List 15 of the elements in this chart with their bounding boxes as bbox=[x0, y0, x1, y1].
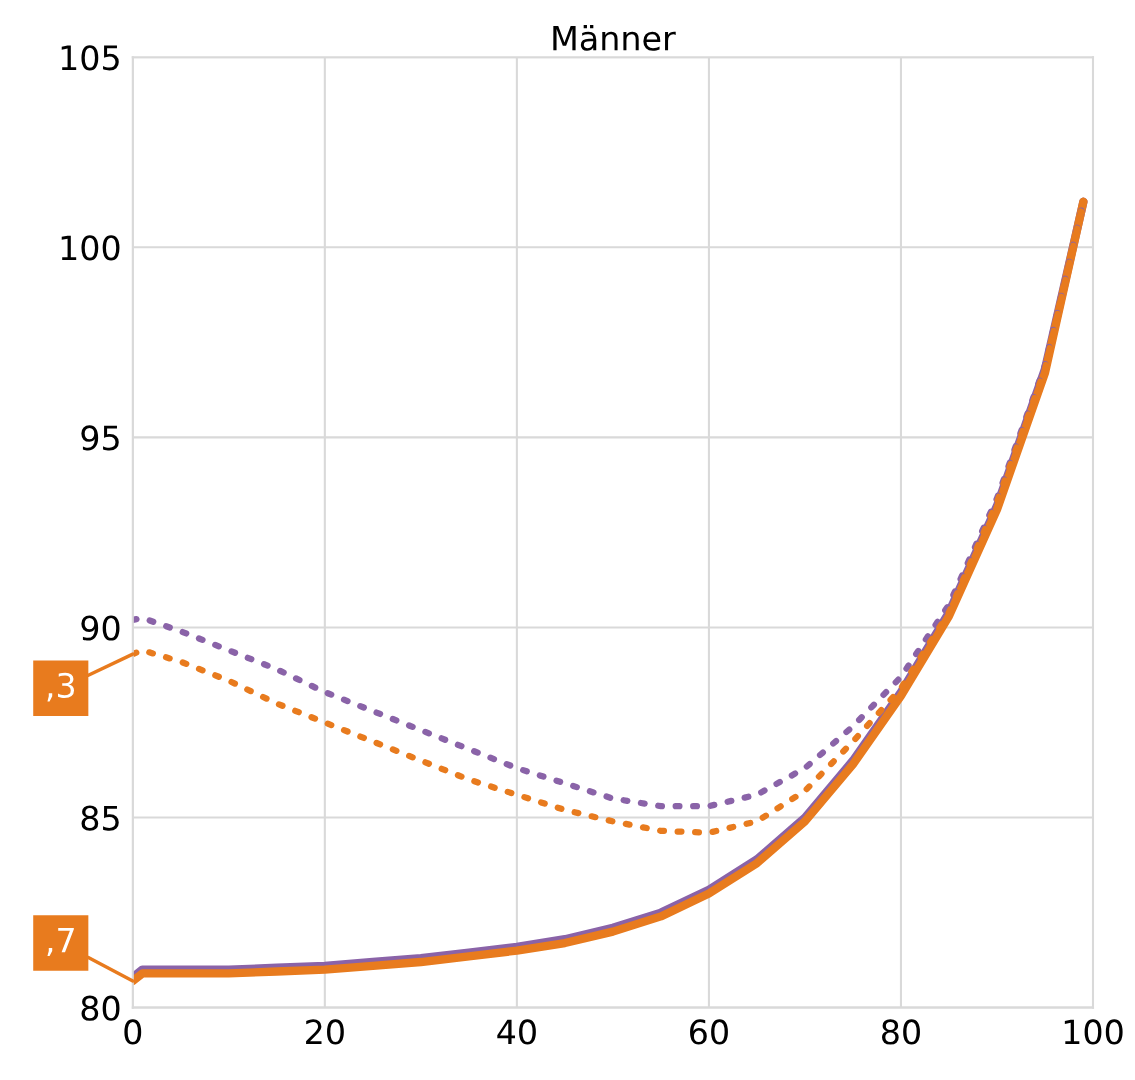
y-tick-label: 100 bbox=[61, 235, 120, 261]
y-tick-label: 105 bbox=[61, 45, 119, 71]
x-tick-label: 20 bbox=[306, 1019, 344, 1045]
x-tick-label: 0 bbox=[124, 1019, 142, 1045]
chart-title: Männer bbox=[553, 25, 676, 51]
y-tick-label: 85 bbox=[81, 805, 119, 831]
y-tick-label: 95 bbox=[81, 425, 119, 451]
y-tick-label: 90 bbox=[81, 615, 120, 641]
x-tick-label: 100 bbox=[1064, 1019, 1123, 1045]
x-tick-label: 60 bbox=[690, 1019, 728, 1045]
annotation: ,7 bbox=[47, 927, 74, 957]
y-tick-label: 80 bbox=[81, 995, 120, 1021]
x-tick-label: 40 bbox=[497, 1019, 536, 1045]
annotation: ,3 bbox=[47, 672, 75, 702]
x-tick-label: 80 bbox=[882, 1019, 920, 1045]
